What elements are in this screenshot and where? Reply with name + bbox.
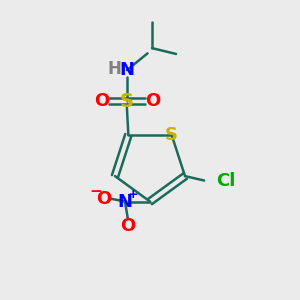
Text: S: S: [120, 92, 134, 111]
Text: O: O: [94, 92, 109, 110]
Text: +: +: [127, 188, 138, 201]
Text: −: −: [89, 184, 102, 199]
Text: O: O: [120, 217, 136, 235]
Text: N: N: [119, 61, 134, 79]
Text: O: O: [145, 92, 160, 110]
Text: O: O: [96, 190, 111, 208]
Text: H: H: [108, 60, 122, 78]
Text: Cl: Cl: [216, 172, 235, 190]
Text: S: S: [165, 126, 178, 144]
Text: N: N: [118, 193, 133, 211]
